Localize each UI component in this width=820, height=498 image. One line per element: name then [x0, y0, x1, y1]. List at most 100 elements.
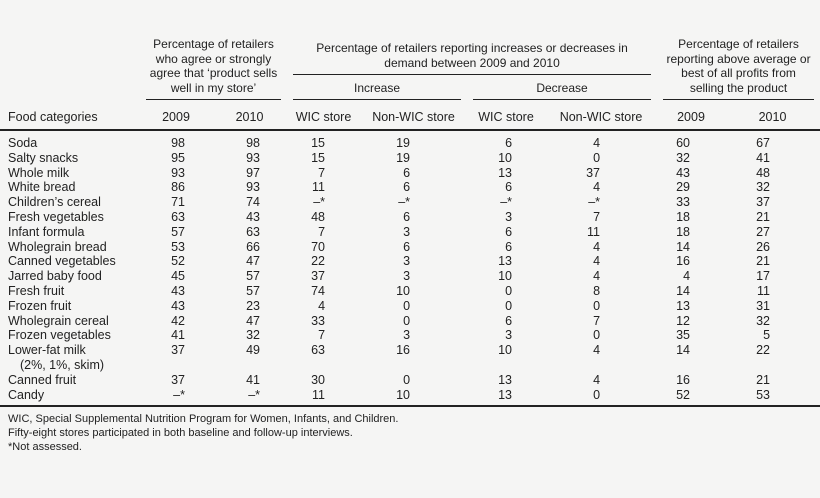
group-header-sells-well-text: Percentage of retailers who agree or str… [146, 37, 282, 100]
cell-profit-2009: 14 [676, 239, 691, 254]
table-row: Jarred baby food 45 57 37 3 10 4 4 17 [0, 269, 820, 284]
food-category-label: Jarred baby food [8, 269, 102, 284]
cell-sells-2010: 98 [246, 136, 261, 150]
cell-sells-2009: 41 [171, 328, 185, 343]
group-header-profits-text: Percentage of retailers reporting above … [663, 37, 815, 100]
food-category-label: Whole milk [8, 165, 70, 180]
cell-profit-2010: 32 [756, 180, 771, 195]
cell-profit-2009: 12 [676, 313, 691, 328]
cell-profit-2010: 11 [757, 283, 771, 298]
cell-increase-nonwic: 6 [403, 165, 411, 180]
cell-increase-nonwic: –* [398, 195, 411, 210]
cell-profit-2009: 14 [676, 343, 691, 358]
cell-profit-2009: 32 [676, 150, 691, 165]
cell-sells-2009: 43 [171, 283, 185, 298]
cell-profit-2010: 37 [756, 195, 771, 210]
cell-sells-2010: 93 [246, 150, 261, 165]
footnote-line: WIC, Special Supplemental Nutrition Prog… [8, 413, 399, 426]
table-row: Canned fruit 37 41 30 0 13 4 16 21 [0, 373, 820, 388]
column-header-increase-nonwic: Non-WIC store [360, 100, 468, 131]
subgroup-header-decrease-text: Decrease [473, 81, 652, 100]
cell-increase-nonwic: 6 [403, 180, 411, 195]
cell-profit-2009: 52 [657, 387, 726, 408]
cell-sells-2009: 52 [171, 254, 185, 269]
table-row: Canned vegetables 52 47 22 3 13 4 16 21 [0, 254, 820, 269]
cell-increase-wic: 7 [318, 165, 326, 180]
cell-decrease-nonwic: 0 [545, 387, 658, 408]
food-category-label: Candy [8, 387, 45, 402]
cell-decrease-wic: 6 [505, 224, 513, 239]
cell-decrease-wic: 13 [498, 254, 513, 269]
cell-sells-2010: 97 [246, 165, 261, 180]
cell-decrease-wic: 10 [498, 269, 513, 284]
table-row: Frozen vegetables 41 32 7 3 3 0 35 5 [0, 328, 820, 343]
cell-increase-wic: –* [313, 195, 326, 210]
table-body: Soda 98 98 15 19 6 4 60 67 Salty snacks … [0, 130, 820, 408]
cell-increase-nonwic: 10 [396, 283, 411, 298]
cell-profit-2010: 21 [756, 209, 771, 224]
column-header-profit-2010: 2010 [725, 100, 820, 131]
cell-profit-2009: 18 [676, 224, 691, 239]
cell-sells-2010: 57 [246, 283, 261, 298]
cell-decrease-nonwic: 4 [593, 269, 601, 284]
cell-increase-nonwic: 6 [403, 209, 411, 224]
cell-profit-2010: 21 [756, 372, 771, 387]
cell-increase-wic: 15 [311, 150, 326, 165]
group-header-sells-well: Percentage of retailers who agree or str… [140, 30, 287, 100]
cell-profit-2009: 16 [676, 372, 691, 387]
column-header-increase-wic: WIC store [287, 100, 361, 131]
cell-increase-wic: 11 [287, 387, 361, 408]
cell-increase-wic: 74 [311, 283, 326, 298]
cell-profit-2009: 33 [676, 195, 691, 210]
cell-sells-2010: 47 [246, 313, 261, 328]
cell-sells-2010: 63 [246, 224, 261, 239]
cell-profit-2010: 41 [756, 150, 771, 165]
cell-decrease-wic: 6 [505, 313, 513, 328]
cell-increase-wic: 15 [311, 136, 326, 150]
group-header-demand-text: Percentage of retailers reporting increa… [293, 41, 652, 75]
cell-sells-2009: 95 [171, 150, 185, 165]
cell-increase-wic: 4 [318, 298, 326, 313]
table-row: Infant formula 57 63 7 3 6 11 18 27 [0, 225, 820, 240]
cell-decrease-wic: 13 [467, 387, 546, 408]
column-header-sells-2010: 2010 [212, 100, 288, 131]
cell-increase-nonwic: 19 [396, 136, 411, 150]
cell-increase-wic: 11 [312, 180, 326, 195]
cell-sells-2009: 37 [171, 343, 185, 358]
cell-sells-2009: 98 [171, 136, 185, 150]
food-category-label: Wholegrain cereal [8, 313, 109, 328]
cell-sells-2010: 66 [246, 239, 261, 254]
cell-sells-2009: 45 [171, 269, 185, 284]
subgroup-header-decrease: Decrease [467, 75, 657, 100]
cell-profit-2010: 22 [756, 343, 771, 358]
cell-profit-2010: 53 [725, 387, 820, 408]
cell-sells-2010: 47 [246, 254, 261, 269]
cell-increase-nonwic: 3 [403, 269, 411, 284]
cell-decrease-nonwic: 8 [593, 283, 601, 298]
cell-increase-nonwic: 3 [403, 254, 411, 269]
cell-increase-nonwic: 6 [403, 239, 411, 254]
cell-sells-2009: –* [140, 387, 212, 408]
cell-profit-2010: 27 [756, 224, 771, 239]
food-category-label: Canned fruit [8, 372, 77, 387]
cell-increase-nonwic: 0 [403, 313, 411, 328]
cell-profit-2010: 26 [756, 239, 771, 254]
cell-decrease-wic: 10 [498, 343, 513, 358]
cell-sells-2010: 74 [246, 195, 261, 210]
cell-sells-2009: 42 [171, 313, 185, 328]
cell-profit-2009: 43 [676, 165, 691, 180]
cell-increase-wic: 33 [311, 313, 326, 328]
group-header-profits: Percentage of retailers reporting above … [657, 30, 820, 100]
food-category-label: Frozen vegetables [8, 328, 111, 343]
table-row: Whole milk 93 97 7 6 13 37 43 48 [0, 166, 820, 181]
cell-sells-2010: 43 [246, 209, 261, 224]
cell-increase-nonwic: 3 [403, 328, 411, 343]
cell-decrease-nonwic: 4 [593, 343, 601, 358]
column-header-profit-2009: 2009 [657, 100, 726, 131]
table-row: Wholegrain cereal 42 47 33 0 6 7 12 32 [0, 314, 820, 329]
table-footnotes: WIC, Special Supplemental Nutrition Prog… [0, 412, 820, 454]
cell-decrease-nonwic: 7 [593, 313, 601, 328]
footnote-line: Fifty-eight stores participated in both … [8, 427, 353, 440]
cell-sells-2009: 86 [171, 180, 185, 195]
cell-profit-2009: 16 [676, 254, 691, 269]
